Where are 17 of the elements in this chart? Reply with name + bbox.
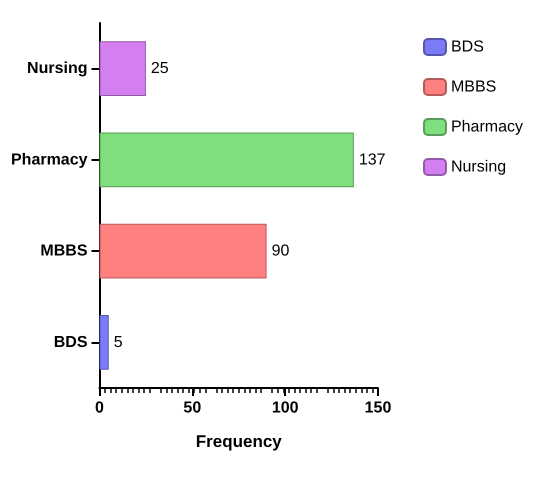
data-label: 90	[272, 242, 290, 260]
legend-label: Pharmacy	[450, 118, 524, 136]
x-tick-label: 50	[183, 400, 202, 416]
y-tick-label: MBBS	[40, 242, 88, 260]
x-tick-label: 100	[272, 400, 299, 416]
legend-label: MBBS	[450, 78, 496, 96]
x-tick-label: 0	[95, 400, 104, 416]
legend-label: Nursing	[450, 158, 506, 176]
y-tick-label: Nursing	[27, 60, 88, 78]
data-label: 25	[150, 60, 169, 78]
y-tick-label: BDS	[54, 334, 88, 351]
data-label: 5	[114, 334, 123, 351]
x-axis-title: Frequency	[196, 432, 282, 451]
x-tick-label: 150	[364, 400, 392, 416]
data-label: 137	[358, 151, 386, 168]
legend-label: BDS	[450, 38, 484, 56]
y-tick-label: Pharmacy	[10, 151, 88, 168]
